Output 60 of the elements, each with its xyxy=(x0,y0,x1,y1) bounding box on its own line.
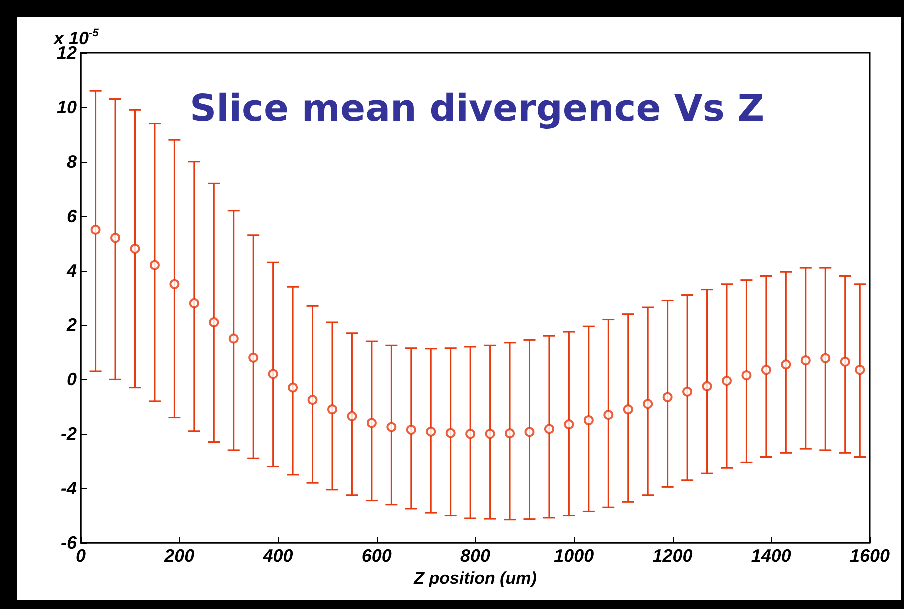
point xyxy=(268,369,278,380)
point xyxy=(90,224,101,235)
point xyxy=(855,365,866,376)
x-tick-label: 800 xyxy=(460,546,491,566)
y-tick-label: -6 xyxy=(60,533,78,553)
x-tick-label: 400 xyxy=(262,546,294,566)
point xyxy=(820,353,831,364)
point xyxy=(170,279,180,290)
point xyxy=(288,382,298,393)
point xyxy=(466,429,476,440)
point xyxy=(248,352,259,363)
y-tick-label: -4 xyxy=(60,478,77,499)
y-tick-label: 6 xyxy=(66,206,78,226)
point xyxy=(406,425,416,436)
y-tick-label: 10 xyxy=(56,97,77,118)
point xyxy=(150,260,160,270)
point xyxy=(130,244,140,254)
point xyxy=(485,429,496,440)
point xyxy=(564,420,574,430)
y-tick-label: 8 xyxy=(66,152,77,172)
x-tick-label: 1400 xyxy=(751,546,792,566)
point xyxy=(524,427,535,438)
point xyxy=(662,392,673,402)
y-tick-label: 2 xyxy=(66,315,77,336)
point xyxy=(209,318,220,328)
point xyxy=(761,365,772,376)
point xyxy=(781,360,792,370)
point xyxy=(228,334,239,344)
point xyxy=(426,426,436,437)
point xyxy=(742,370,752,381)
y-tick-label: 0 xyxy=(66,370,77,390)
point xyxy=(584,416,594,426)
point xyxy=(840,356,850,367)
x-tick-label: 1000 xyxy=(554,546,594,566)
x-tick-label: 600 xyxy=(362,546,392,566)
point xyxy=(722,376,732,386)
point xyxy=(347,411,358,422)
y-tick-label: -2 xyxy=(60,424,77,444)
point xyxy=(623,404,634,415)
text: Slice mean divergence Vs Z xyxy=(190,87,765,130)
x-tick-label: 1600 xyxy=(850,546,890,566)
point xyxy=(328,404,338,415)
point xyxy=(308,395,318,406)
point xyxy=(643,399,654,410)
point xyxy=(604,410,614,420)
point xyxy=(702,381,712,392)
point xyxy=(110,233,121,244)
point xyxy=(505,428,516,439)
x-tick-label: 1200 xyxy=(652,546,693,566)
point xyxy=(189,298,200,308)
point xyxy=(682,386,693,397)
point xyxy=(800,356,811,366)
y-tick-label: 12 xyxy=(56,43,77,63)
point xyxy=(446,428,456,438)
x-tick-label: 200 xyxy=(164,546,195,566)
point xyxy=(366,418,377,428)
point xyxy=(544,424,554,434)
x-axis-title: Z position (um) xyxy=(413,568,538,588)
point xyxy=(386,422,397,432)
y-tick-label: 4 xyxy=(66,260,77,281)
